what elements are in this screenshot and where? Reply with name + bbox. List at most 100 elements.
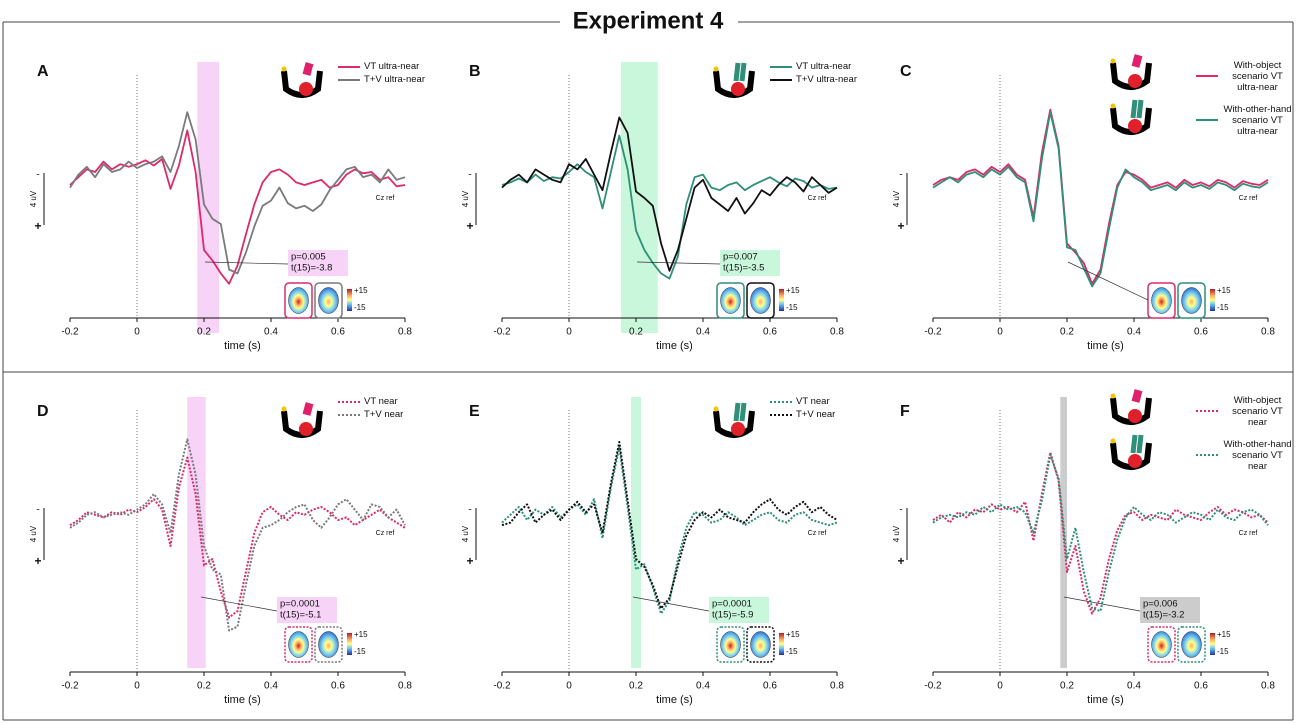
figure-title: Experiment 4 [573, 7, 724, 34]
x-tick-label: 0.2 [1060, 327, 1074, 338]
scale-bar-top: - [468, 505, 471, 516]
legend-swatch [770, 414, 792, 416]
x-axis-label: time (s) [1087, 694, 1124, 706]
colorbar [347, 289, 352, 311]
x-tick-label: 0.4 [264, 327, 278, 338]
x-tick-label: -0.2 [924, 681, 942, 692]
x-tick-label: 0.6 [1194, 681, 1208, 692]
scenario-icon [1111, 54, 1150, 88]
legend-swatch [1196, 454, 1218, 456]
icon-object [303, 402, 314, 416]
x-tick-label: 0.4 [696, 681, 710, 692]
legend-swatch [770, 66, 792, 68]
colorbar [779, 633, 784, 655]
legend-item: VT near [338, 396, 448, 407]
x-tick-label: -0.2 [493, 681, 511, 692]
x-tick-label: -0.2 [924, 327, 942, 338]
icon-head [299, 422, 313, 436]
icon-head [1128, 454, 1142, 468]
scenario-icon [282, 62, 321, 96]
x-axis-label: time (s) [224, 694, 261, 706]
x-tick-label: 0.2 [1060, 681, 1074, 692]
topo-map [319, 632, 339, 658]
colorbar-label: -15 [1217, 303, 1229, 312]
colorbar [779, 289, 784, 311]
reference-label: Cz ref [1239, 530, 1258, 537]
legend-label: T+V ultra-near [796, 74, 857, 85]
x-tick-label: -0.2 [61, 327, 79, 338]
scale-bar-bottom: + [466, 219, 473, 233]
x-axis-label: time (s) [1087, 340, 1124, 352]
scenario-icon [282, 402, 321, 436]
icon-head [1128, 409, 1142, 423]
topo-map [289, 288, 309, 314]
colorbar-label: +15 [1217, 286, 1231, 295]
x-tick-label: 0.4 [1127, 327, 1141, 338]
topo-map [319, 288, 339, 314]
stats-text: p=0.005 [291, 252, 326, 263]
legend-swatch [1196, 119, 1218, 121]
legend-item: With-other-hand scenario VT near [1148, 438, 1293, 472]
legend: VT ultra-nearT+V ultra-near [338, 61, 448, 161]
reference-label: Cz ref [1239, 195, 1258, 202]
scale-bar-bottom: + [34, 219, 41, 233]
significance-window [631, 397, 641, 668]
annotation-pointer [201, 597, 277, 611]
topo-map [1182, 632, 1202, 658]
annotation-pointer [633, 597, 709, 611]
scale-bar-top: - [899, 505, 902, 516]
legend-item: With-object scenario VT near [1148, 394, 1293, 428]
icon-finger [1111, 394, 1116, 399]
legend-swatch [338, 401, 360, 403]
x-tick-label: 0 [566, 327, 572, 338]
legend-item: With-object scenario VT ultra-near [1148, 59, 1293, 93]
x-tick-label: -0.2 [493, 327, 511, 338]
icon-finger [1111, 439, 1116, 444]
legend-label: With-other-hand scenario VT near [1222, 439, 1293, 472]
stats-text: t(15)=-3.2 [1143, 610, 1184, 621]
stats-text: t(15)=-3.5 [723, 263, 764, 274]
topo-map [1152, 288, 1172, 314]
legend-swatch [770, 79, 792, 81]
x-tick-label: 0.2 [629, 327, 643, 338]
reference-label: Cz ref [808, 530, 827, 537]
legend-item: With-other-hand scenario VT ultra-near [1148, 103, 1293, 137]
topo-map [1182, 288, 1202, 314]
x-tick-label: 0.8 [1261, 327, 1275, 338]
colorbar [1210, 633, 1215, 655]
icon-hand [736, 63, 744, 81]
scale-bar-label: 4 uV [892, 190, 901, 207]
x-tick-label: 0 [134, 327, 140, 338]
panel-label: A [37, 63, 49, 80]
stats-text: p=0.006 [1143, 599, 1178, 610]
scale-bar-bottom: + [466, 554, 473, 568]
legend-swatch [338, 66, 360, 68]
icon-head [731, 422, 745, 436]
colorbar-label: -15 [354, 647, 366, 656]
icon-hand [1133, 100, 1141, 118]
x-tick-label: 0.4 [696, 327, 710, 338]
significance-window [197, 62, 219, 333]
legend-item: VT ultra-near [338, 61, 448, 72]
x-axis-label: time (s) [656, 340, 693, 352]
legend-box: With-object scenario VT near With-other-h… [1148, 394, 1293, 472]
scale-bar-bottom: + [897, 219, 904, 233]
colorbar [347, 633, 352, 655]
scenario-icon [714, 403, 753, 436]
x-axis-label: time (s) [224, 340, 261, 352]
x-tick-label: 0.6 [1194, 327, 1208, 338]
scenario-icon [1111, 435, 1150, 468]
x-tick-label: 0 [566, 681, 572, 692]
stats-text: p=0.0001 [712, 599, 752, 610]
legend-label: With-other-hand scenario VT ultra-near [1222, 104, 1293, 137]
reference-label: Cz ref [808, 195, 827, 202]
icon-finger [714, 407, 719, 412]
colorbar-label: +15 [354, 630, 368, 639]
legend-item: VT ultra-near [770, 61, 880, 72]
annotation-pointer [1064, 597, 1140, 611]
x-tick-label: 0.8 [398, 327, 412, 338]
legend-label: T+V near [364, 409, 403, 420]
scale-bar-top: - [468, 170, 471, 181]
panel-label: B [469, 63, 481, 80]
